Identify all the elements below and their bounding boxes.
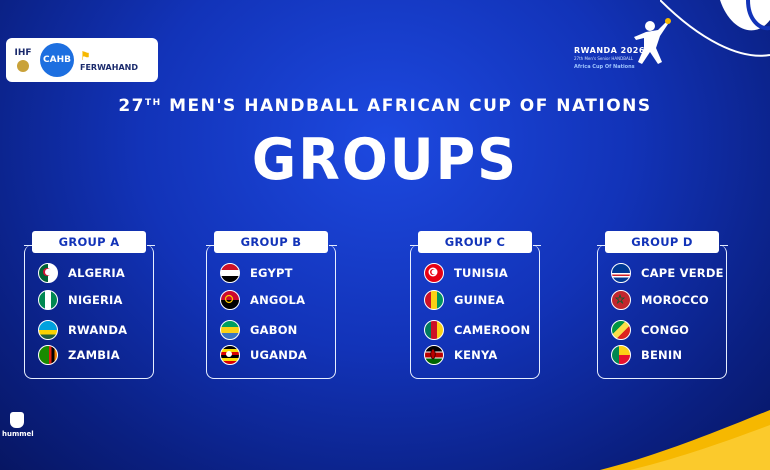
- team-name: GUINEA: [454, 293, 505, 307]
- team-name: UGANDA: [250, 348, 307, 362]
- team-algeria: ALGERIA: [38, 263, 125, 283]
- group-frame: [23, 245, 155, 379]
- event-sub-label: 27th Men's Senior HANDBALL: [574, 56, 634, 61]
- team-name: CAMEROON: [454, 323, 531, 337]
- team-name: BENIN: [641, 348, 683, 362]
- page-title: GROUPS: [251, 126, 519, 193]
- flag-congo-icon: [611, 320, 631, 340]
- team-rwanda: RWANDA: [38, 320, 127, 340]
- team-gabon: GABON: [220, 320, 298, 340]
- ferwahand-label: FERWAHAND: [80, 62, 138, 72]
- ihf-label: IHF: [14, 48, 32, 58]
- flag-tunisia-icon: [424, 263, 444, 283]
- group-label: GROUP D: [605, 231, 719, 253]
- flag-rwanda-icon: [38, 320, 58, 340]
- flag-uganda-icon: [220, 345, 240, 365]
- group-a: GROUP A ALGERIA NIGERIA RWANDA ZAMBIA: [23, 227, 158, 381]
- team-tunisia: TUNISIA: [424, 263, 508, 283]
- flag-benin-icon: [611, 345, 631, 365]
- handball-player-icon: [634, 18, 671, 64]
- team-morocco: MOROCCO: [611, 290, 709, 310]
- ihf-medal-icon: [17, 60, 29, 72]
- team-congo: CONGO: [611, 320, 689, 340]
- flag-cape-verde-icon: [611, 263, 631, 283]
- team-cape-verde: CAPE VERDE: [611, 263, 724, 283]
- team-name: NIGERIA: [68, 293, 123, 307]
- event-logo: RWANDA 2026 27th Men's Senior HANDBALL A…: [572, 18, 672, 78]
- team-name: CONGO: [641, 323, 690, 337]
- cahb-logo: CAHB: [40, 43, 74, 77]
- team-cameroon: CAMEROON: [424, 320, 530, 340]
- group-frame: [409, 245, 541, 379]
- flag-algeria-icon: [38, 263, 58, 283]
- flag-gabon-icon: [220, 320, 240, 340]
- group-d: GROUP D CAPE VERDE MOROCCO CONGO BENIN: [596, 227, 731, 381]
- team-name: MOROCCO: [641, 293, 709, 307]
- team-name: EGYPT: [250, 266, 293, 280]
- flag-guinea-icon: [424, 290, 444, 310]
- flag-morocco-icon: [611, 290, 631, 310]
- flag-kenya-icon: [424, 345, 444, 365]
- team-uganda: UGANDA: [220, 345, 307, 365]
- hummel-label: hummel: [2, 430, 34, 438]
- team-benin: BENIN: [611, 345, 682, 365]
- group-label: GROUP C: [418, 231, 532, 253]
- team-name: TUNISIA: [454, 266, 508, 280]
- team-egypt: EGYPT: [220, 263, 293, 283]
- team-angola: ANGOLA: [220, 290, 305, 310]
- team-nigeria: NIGERIA: [38, 290, 123, 310]
- team-guinea: GUINEA: [424, 290, 505, 310]
- subtitle-text: MEN'S HANDBALL AFRICAN CUP OF NATIONS: [169, 96, 652, 116]
- ihf-logo: IHF: [12, 43, 34, 77]
- event-cup-label: Africa Cup Of Nations: [574, 64, 635, 70]
- team-zambia: ZAMBIA: [38, 345, 120, 365]
- ferwahand-mark-icon: ⚑: [80, 48, 91, 63]
- flag-egypt-icon: [220, 263, 240, 283]
- ferwahand-logo: ⚑ FERWAHAND: [80, 49, 138, 72]
- swoosh-decoration-icon: [660, 0, 770, 57]
- gold-swoosh-decoration-icon: [600, 410, 770, 470]
- hummel-bee-icon: [10, 412, 24, 428]
- hummel-logo: hummel: [2, 412, 34, 438]
- group-b: GROUP B EGYPT ANGOLA GABON UGANDA: [205, 227, 340, 381]
- flag-nigeria-icon: [38, 290, 58, 310]
- team-name: CAPE VERDE: [641, 266, 724, 280]
- group-frame: [596, 245, 728, 379]
- flag-cameroon-icon: [424, 320, 444, 340]
- flag-zambia-icon: [38, 345, 58, 365]
- team-name: RWANDA: [68, 323, 128, 337]
- group-c: GROUP C TUNISIA GUINEA CAMEROON KENYA: [409, 227, 544, 381]
- edition-ordinal: TH: [145, 98, 162, 108]
- team-name: GABON: [250, 323, 298, 337]
- sponsor-logos: IHF CAHB ⚑ FERWAHAND: [6, 38, 158, 82]
- group-label: GROUP B: [214, 231, 328, 253]
- flag-angola-icon: [220, 290, 240, 310]
- team-name: ZAMBIA: [68, 348, 120, 362]
- team-name: ANGOLA: [250, 293, 306, 307]
- event-city-label: RWANDA 2026: [574, 46, 645, 55]
- team-name: ALGERIA: [68, 266, 125, 280]
- team-kenya: KENYA: [424, 345, 498, 365]
- edition-number: 27: [118, 96, 145, 116]
- team-name: KENYA: [454, 348, 498, 362]
- group-frame: [205, 245, 337, 379]
- page-subtitle: 27TH MEN'S HANDBALL AFRICAN CUP OF NATIO…: [0, 96, 770, 116]
- cahb-label: CAHB: [43, 55, 71, 65]
- group-label: GROUP A: [32, 231, 146, 253]
